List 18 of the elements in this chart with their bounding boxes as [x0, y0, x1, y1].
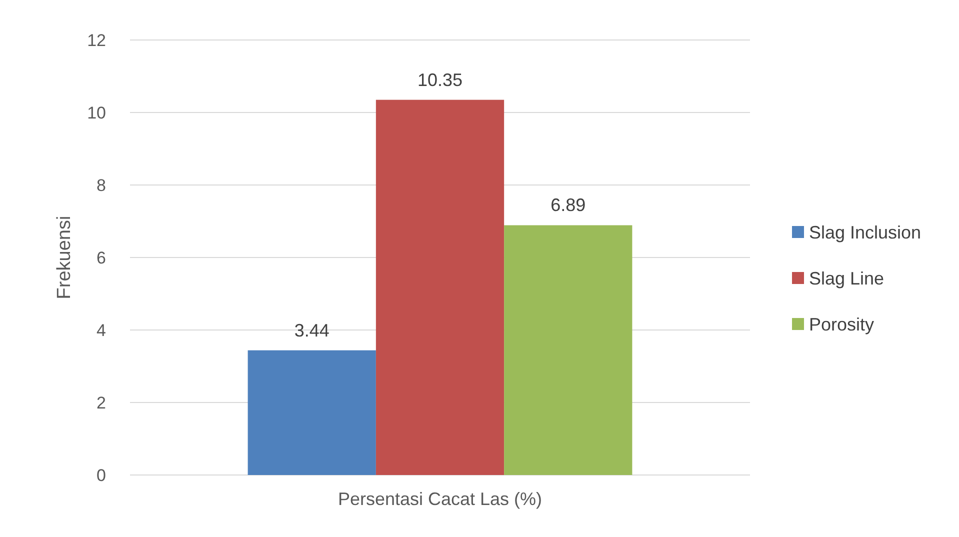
data-label: 6.89	[550, 195, 586, 216]
y-tick-label: 10	[87, 103, 106, 122]
y-tick-label: 6	[96, 248, 106, 268]
legend-label: Slag Line	[809, 268, 884, 288]
y-tick-label: 4	[96, 320, 106, 340]
data-label: 10.35	[417, 70, 463, 90]
data-label: 3.44	[294, 320, 330, 340]
y-tick-label: 2	[96, 393, 106, 412]
bar	[376, 100, 504, 475]
legend-label: Porosity	[809, 314, 874, 334]
y-tick-label: 12	[87, 30, 106, 50]
legend-label: Slag Inclusion	[809, 222, 922, 242]
x-tick-label: Persentasi Cacat Las (%)	[338, 489, 542, 509]
bar	[504, 225, 632, 475]
y-axis-title: Frekuensi	[54, 216, 75, 300]
y-tick-label: 8	[96, 176, 106, 195]
bar	[248, 350, 376, 475]
y-tick-label: 0	[96, 466, 106, 485]
